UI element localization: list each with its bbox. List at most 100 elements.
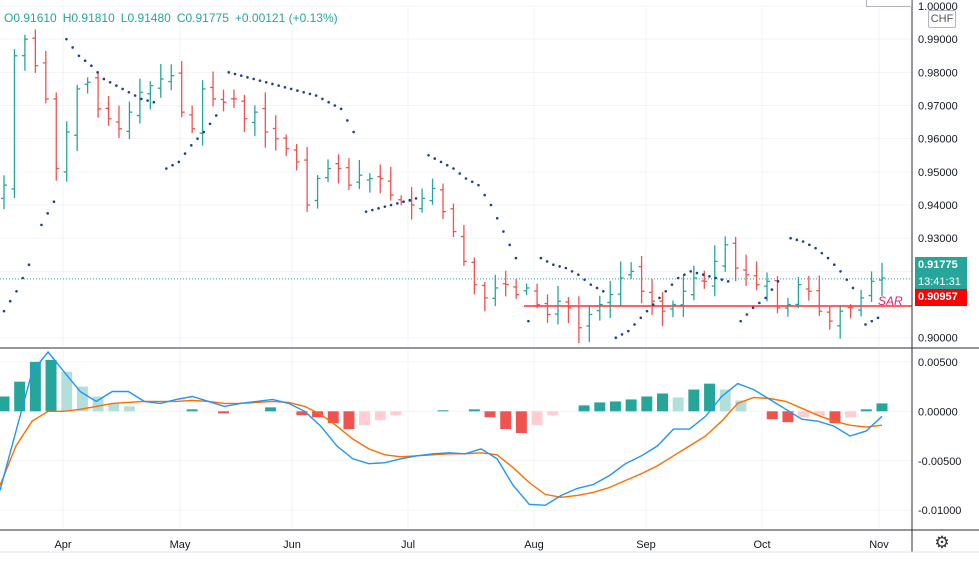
sar-dot xyxy=(789,236,792,240)
ohlc-bar xyxy=(53,92,60,181)
ohlc-close: C0.91775 xyxy=(176,11,229,25)
sar-dot xyxy=(826,256,830,260)
sar-dot xyxy=(801,240,805,243)
sar-dot xyxy=(108,80,112,84)
month-label: Jun xyxy=(283,539,301,551)
sar-dot xyxy=(577,273,580,276)
price-tick-label: 0.98000 xyxy=(918,67,958,79)
sar-dot xyxy=(489,203,493,207)
ohlc-bar xyxy=(304,146,311,212)
sar-dot xyxy=(289,87,293,91)
sar-dot xyxy=(65,37,68,41)
macd-histogram-bar xyxy=(798,411,810,418)
ohlc-bar xyxy=(617,261,624,306)
sar-dot xyxy=(739,319,742,323)
ohlc-bar xyxy=(1,175,7,210)
sar-dot xyxy=(676,276,680,280)
sar-dot xyxy=(633,323,636,326)
month-label: Jul xyxy=(401,539,415,551)
sar-dot xyxy=(602,289,605,293)
ohlc-bar xyxy=(575,296,582,344)
price-tick-label: 0.95000 xyxy=(918,167,958,179)
ohlc-bar xyxy=(649,279,656,315)
month-label: Apr xyxy=(54,539,71,551)
macd-histogram-bar xyxy=(92,396,104,412)
sar-dot xyxy=(296,89,299,92)
sar-dot xyxy=(283,85,287,89)
sar-dot xyxy=(339,107,343,111)
macd-histogram-bar xyxy=(657,393,668,412)
macd-histogram-bar xyxy=(437,410,449,412)
sar-dot xyxy=(870,319,874,323)
price-tick-label: 0.94000 xyxy=(918,200,958,212)
sar-dot xyxy=(146,99,149,102)
ohlc-bar xyxy=(450,203,457,238)
sar-dot xyxy=(614,336,618,340)
ohlc-bar xyxy=(210,71,217,107)
sar-dot xyxy=(851,286,855,290)
sar-dot xyxy=(839,270,842,273)
sar-dot xyxy=(664,289,668,293)
ohlc-change: +0.00121 (+0.13%) xyxy=(234,11,338,25)
macd-histogram-bar xyxy=(625,399,637,412)
macd-histogram-bar xyxy=(265,407,277,412)
sar-dot xyxy=(876,316,880,320)
ohlc-legend: O0.91610 H0.91810 L0.91480 C0.91775 +0.00121… xyxy=(4,11,344,25)
sar-label: SAR xyxy=(878,294,903,308)
ohlc-bar xyxy=(722,236,729,272)
last-price-tag: 0.91775 xyxy=(915,257,967,274)
macd-histogram-bar xyxy=(845,411,857,418)
macd-histogram-bar xyxy=(672,397,684,412)
sar-dot xyxy=(327,100,330,104)
sar-dot xyxy=(27,263,31,267)
sar-dot xyxy=(140,97,143,101)
ohlc-bar xyxy=(105,96,112,126)
sar-dot xyxy=(689,270,693,273)
ohlc-bar xyxy=(628,262,635,280)
sar-dot xyxy=(102,77,106,81)
sar-dot xyxy=(558,265,561,268)
sar-dot xyxy=(527,319,530,323)
ohlc-bar xyxy=(398,195,405,206)
ohlc-bar xyxy=(879,262,885,296)
gear-icon[interactable]: ⚙ xyxy=(934,533,950,552)
sar-dot xyxy=(502,230,505,233)
sar-dot xyxy=(396,202,399,205)
macd-histogram-bar xyxy=(186,409,198,412)
currency-badge[interactable]: CHF xyxy=(928,10,956,28)
macd-histogram-bar xyxy=(343,411,355,430)
sar-dot xyxy=(2,309,6,313)
ohlc-bar xyxy=(659,291,666,327)
sar-dot xyxy=(202,130,206,134)
sar-dot xyxy=(620,333,624,336)
sar-dot xyxy=(333,104,337,107)
ohlc-bar xyxy=(565,297,572,324)
sar-dot xyxy=(52,200,56,204)
macd-tick-label: -0.00500 xyxy=(918,456,961,468)
sar-dot xyxy=(414,197,418,200)
sar-dot xyxy=(701,273,705,276)
macd-histogram-bar xyxy=(61,371,73,412)
macd-histogram-bar xyxy=(876,403,888,412)
price-tick-label: 0.99000 xyxy=(918,34,958,46)
sar-dot xyxy=(227,71,231,74)
ohlc-bar xyxy=(283,134,290,157)
macd-tick-label: -0.01000 xyxy=(918,505,961,517)
sar-dot xyxy=(277,84,280,87)
month-label: Nov xyxy=(869,539,889,551)
sar-dot xyxy=(21,276,25,280)
sar-dot xyxy=(189,144,193,147)
sar-dot xyxy=(458,172,462,175)
ohlc-bar xyxy=(743,254,750,286)
sar-dot xyxy=(658,296,661,300)
sar-dot xyxy=(314,94,318,97)
sar-price-tag: 0.90957 xyxy=(915,289,967,306)
macd-histogram-bar xyxy=(704,383,716,412)
macd-histogram-bar xyxy=(29,361,41,412)
ohlc-bar xyxy=(481,282,488,312)
ohlc-bar xyxy=(795,276,802,309)
price-tick-label: 0.97000 xyxy=(918,101,958,113)
ohlc-bar xyxy=(335,154,342,184)
sar-dot xyxy=(645,309,649,313)
